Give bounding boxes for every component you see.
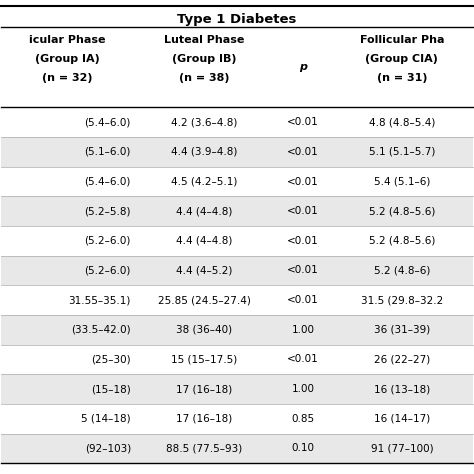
Bar (1, 137, 473, 167)
Text: 5.1 (5.1–5.7): 5.1 (5.1–5.7) (369, 147, 435, 157)
Bar (1, 374, 473, 404)
Text: 31.55–35.1): 31.55–35.1) (69, 295, 131, 305)
Text: 31.5 (29.8–32.2: 31.5 (29.8–32.2 (361, 295, 443, 305)
Text: 15 (15–17.5): 15 (15–17.5) (171, 355, 237, 365)
Text: 5 (14–18): 5 (14–18) (82, 414, 131, 424)
Text: <0.01: <0.01 (287, 236, 319, 246)
Text: 16 (14–17): 16 (14–17) (374, 414, 430, 424)
Text: 26 (22–27): 26 (22–27) (374, 355, 430, 365)
Text: <0.01: <0.01 (287, 147, 319, 157)
Text: 17 (16–18): 17 (16–18) (176, 384, 232, 394)
Text: 4.2 (3.6–4.8): 4.2 (3.6–4.8) (171, 117, 237, 127)
Text: (5.4–6.0): (5.4–6.0) (84, 176, 131, 187)
Text: 16 (13–18): 16 (13–18) (374, 384, 430, 394)
Text: <0.01: <0.01 (287, 117, 319, 127)
Text: Follicular Pha: Follicular Pha (360, 35, 444, 45)
Text: (n = 32): (n = 32) (42, 73, 92, 83)
Text: icular Phase: icular Phase (29, 35, 106, 45)
Text: 0.85: 0.85 (292, 414, 315, 424)
Text: 36 (31–39): 36 (31–39) (374, 325, 430, 335)
Text: (Group IA): (Group IA) (35, 54, 100, 64)
Text: (5.2–6.0): (5.2–6.0) (84, 265, 131, 275)
Text: (5.1–6.0): (5.1–6.0) (84, 147, 131, 157)
Text: 1.00: 1.00 (292, 384, 314, 394)
Text: 25.85 (24.5–27.4): 25.85 (24.5–27.4) (157, 295, 250, 305)
Text: 4.4 (4–4.8): 4.4 (4–4.8) (176, 236, 232, 246)
Text: 88.5 (77.5–93): 88.5 (77.5–93) (166, 443, 242, 453)
Text: (n = 31): (n = 31) (377, 73, 427, 83)
Text: (25–30): (25–30) (91, 355, 131, 365)
Text: 4.4 (4–5.2): 4.4 (4–5.2) (176, 265, 232, 275)
Text: <0.01: <0.01 (287, 176, 319, 187)
Text: p: p (299, 63, 307, 73)
Text: <0.01: <0.01 (287, 265, 319, 275)
Text: (n = 38): (n = 38) (179, 73, 229, 83)
Text: (33.5–42.0): (33.5–42.0) (72, 325, 131, 335)
Text: (Group IB): (Group IB) (172, 54, 236, 64)
Text: 1.00: 1.00 (292, 325, 314, 335)
Text: (15–18): (15–18) (91, 384, 131, 394)
Text: 38 (36–40): 38 (36–40) (176, 325, 232, 335)
Text: Type 1 Diabetes: Type 1 Diabetes (177, 13, 297, 26)
Text: 17 (16–18): 17 (16–18) (176, 414, 232, 424)
Text: (Group CIA): (Group CIA) (365, 54, 438, 64)
Text: 4.4 (3.9–4.8): 4.4 (3.9–4.8) (171, 147, 237, 157)
Text: 4.5 (4.2–5.1): 4.5 (4.2–5.1) (171, 176, 237, 187)
Text: 91 (77–100): 91 (77–100) (371, 443, 433, 453)
Text: <0.01: <0.01 (287, 355, 319, 365)
Bar (1, 196, 473, 226)
Text: 5.2 (4.8–5.6): 5.2 (4.8–5.6) (369, 236, 435, 246)
Bar (1, 434, 473, 463)
Text: 5.4 (5.1–6): 5.4 (5.1–6) (374, 176, 430, 187)
Text: Luteal Phase: Luteal Phase (164, 35, 244, 45)
Text: 5.2 (4.8–6): 5.2 (4.8–6) (374, 265, 430, 275)
Text: 4.8 (4.8–5.4): 4.8 (4.8–5.4) (369, 117, 435, 127)
Text: <0.01: <0.01 (287, 295, 319, 305)
Text: 5.2 (4.8–5.6): 5.2 (4.8–5.6) (369, 206, 435, 216)
Text: (5.4–6.0): (5.4–6.0) (84, 117, 131, 127)
Text: 0.10: 0.10 (292, 443, 314, 453)
Bar (1, 255, 473, 285)
Text: 4.4 (4–4.8): 4.4 (4–4.8) (176, 206, 232, 216)
Text: <0.01: <0.01 (287, 206, 319, 216)
Text: (5.2–5.8): (5.2–5.8) (84, 206, 131, 216)
Bar (1, 315, 473, 345)
Text: (92–103): (92–103) (85, 443, 131, 453)
Text: (5.2–6.0): (5.2–6.0) (84, 236, 131, 246)
